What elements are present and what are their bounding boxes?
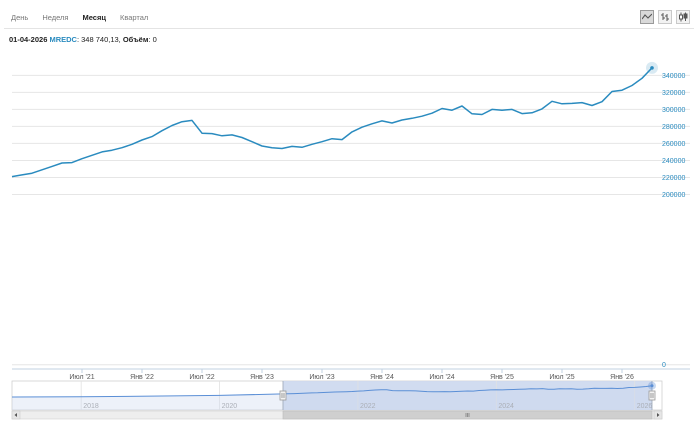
tab-month[interactable]: Месяц bbox=[82, 13, 106, 22]
line-chart-icon bbox=[642, 13, 652, 20]
y-tick-label: 260000 bbox=[662, 141, 685, 148]
arrow-left-icon bbox=[14, 413, 17, 417]
y-axis-labels: 0 200000 220000 240000 260000 280000 300000 320… bbox=[662, 73, 685, 369]
navigator-last-point bbox=[650, 384, 654, 388]
x-tick-label: Июл '23 bbox=[309, 374, 334, 381]
x-tick-label: Июл '24 bbox=[429, 374, 454, 381]
navigator-selection[interactable] bbox=[282, 381, 652, 410]
navigator-label: 2020 bbox=[222, 403, 238, 410]
navigator-series-line bbox=[11, 385, 653, 398]
ohlc-chart-button[interactable] bbox=[658, 10, 672, 24]
ohlc-chart-icon bbox=[661, 13, 669, 21]
chart-grid bbox=[12, 74, 690, 366]
tab-divider bbox=[4, 28, 694, 29]
navigator[interactable]: 2018 2020 2022 2024 2026 bbox=[11, 380, 663, 420]
volume-value: : 0 bbox=[148, 35, 157, 44]
y-tick-label: 240000 bbox=[662, 158, 685, 165]
x-tick-label: Янв '25 bbox=[490, 374, 514, 381]
candlestick-chart-button[interactable] bbox=[676, 10, 690, 24]
x-tick-label: Янв '23 bbox=[250, 374, 274, 381]
series-line-mredc bbox=[11, 67, 653, 178]
navigator-handle[interactable] bbox=[279, 390, 287, 401]
navigator-handle[interactable] bbox=[648, 390, 656, 401]
tab-quarter[interactable]: Квартал bbox=[119, 13, 149, 22]
tab-week[interactable]: Неделя bbox=[42, 13, 69, 22]
scroll-right-button[interactable] bbox=[653, 410, 663, 420]
scrollbar[interactable] bbox=[11, 410, 663, 420]
scroll-left-button[interactable] bbox=[11, 410, 21, 420]
x-tick-label: Янв '24 bbox=[370, 374, 394, 381]
y-tick-label: 220000 bbox=[662, 175, 685, 182]
chart-type-buttons bbox=[640, 10, 690, 24]
quote-value: : 348 740,13, bbox=[76, 35, 123, 44]
x-tick-label: Июл '22 bbox=[189, 374, 214, 381]
y-tick-label: 0 bbox=[662, 362, 666, 369]
y-tick-label: 320000 bbox=[662, 90, 685, 97]
navigator-label: 2024 bbox=[498, 403, 514, 410]
arrow-right-icon bbox=[657, 413, 660, 417]
quote-info: 01-04-2026 MREDC: 348 740,13, Объём: 0 bbox=[9, 35, 157, 44]
navigator-label: 2018 bbox=[83, 403, 99, 410]
navigator-area bbox=[12, 385, 652, 410]
x-tick-label: Янв '26 bbox=[610, 374, 634, 381]
last-point-marker bbox=[650, 66, 654, 70]
tab-day[interactable]: День bbox=[11, 13, 29, 22]
x-tick-label: Янв '22 bbox=[130, 374, 154, 381]
candlestick-chart-icon bbox=[679, 12, 688, 22]
x-axis: Июл '21 Янв '22 Июл '22 Янв '23 Июл '23 Янв '… bbox=[12, 368, 690, 381]
y-tick-label: 300000 bbox=[662, 107, 685, 114]
x-tick-label: Июл '25 bbox=[549, 374, 574, 381]
y-tick-label: 280000 bbox=[662, 124, 685, 131]
navigator-label: 2022 bbox=[360, 403, 376, 410]
y-tick-label: 200000 bbox=[662, 192, 685, 199]
x-tick-label: Июл '21 bbox=[69, 374, 94, 381]
volume-label: Объём bbox=[122, 35, 149, 44]
y-tick-label: 340000 bbox=[662, 73, 685, 80]
period-tabs: День Неделя Месяц Квартал bbox=[4, 9, 155, 27]
quote-date: 01-04-2026 bbox=[9, 35, 48, 44]
line-chart-button[interactable] bbox=[640, 10, 654, 24]
navigator-label: 2026 bbox=[637, 403, 653, 410]
quote-ticker: MREDC bbox=[49, 35, 77, 44]
